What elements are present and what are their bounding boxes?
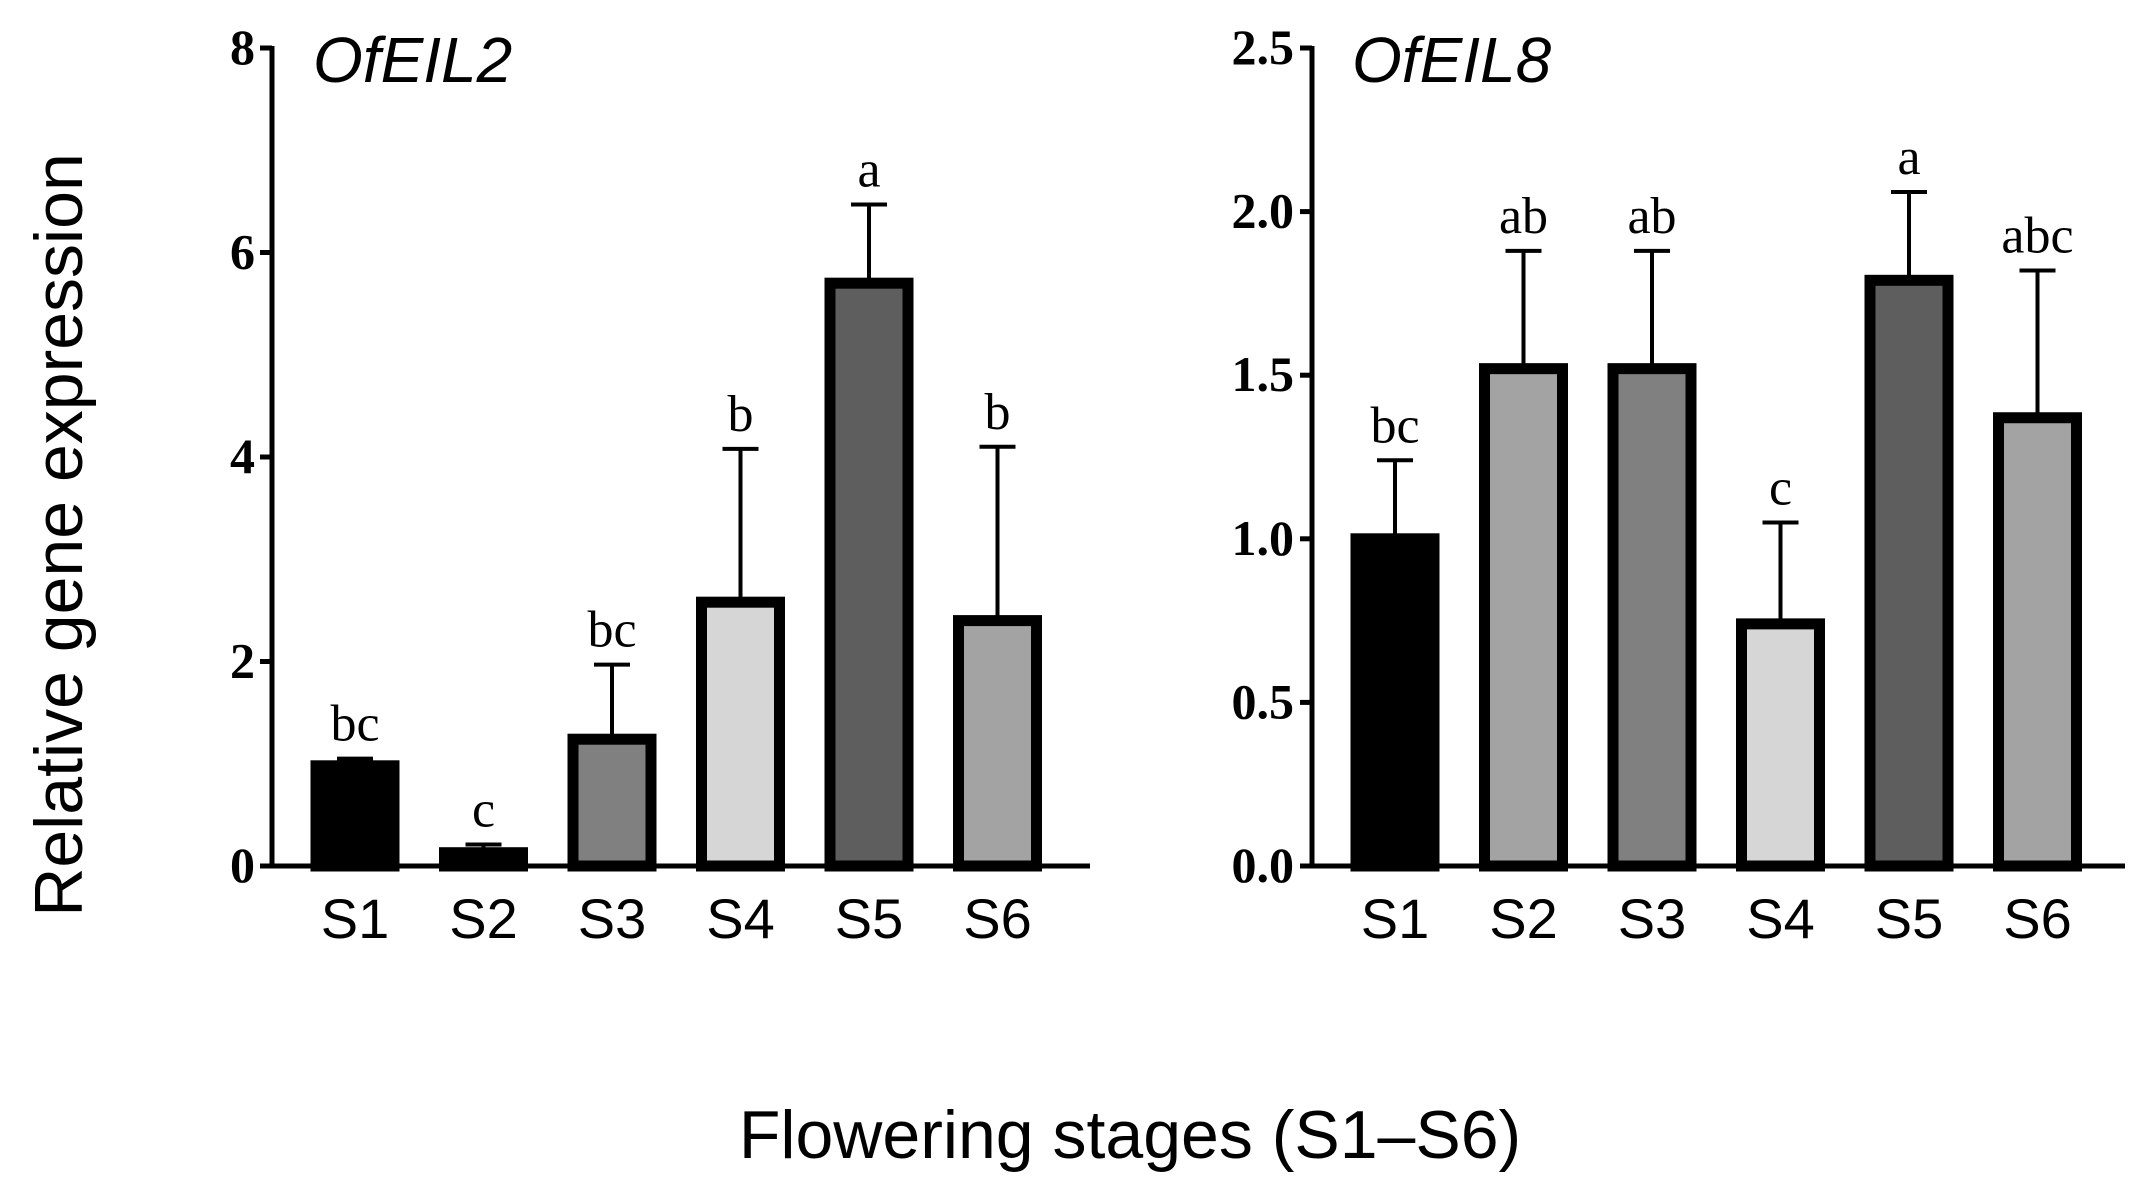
x-tick-label: S3 <box>1618 887 1687 950</box>
y-tick-label: 2.0 <box>1232 183 1295 239</box>
bar <box>310 760 400 872</box>
x-tick-label: S1 <box>321 887 390 950</box>
significance-label: abc <box>2001 207 2073 264</box>
y-tick-label: 4 <box>230 428 255 484</box>
bar <box>953 615 1042 872</box>
bar <box>1479 363 1568 872</box>
x-tick-label: S4 <box>1746 887 1815 950</box>
x-tick-label: S5 <box>1875 887 1944 950</box>
x-tick-label: S1 <box>1361 887 1430 950</box>
y-tick-label: 0.0 <box>1232 837 1295 893</box>
x-tick-label: S3 <box>578 887 647 950</box>
x-tick-label: S2 <box>449 887 518 950</box>
panel-title: OfEIL2 <box>313 24 512 96</box>
bar <box>1607 363 1697 872</box>
significance-label: ab <box>1627 188 1676 245</box>
significance-label: a <box>857 141 880 198</box>
x-tick-label: S2 <box>1489 887 1558 950</box>
significance-label: b <box>728 386 754 443</box>
significance-label: ab <box>1499 188 1548 245</box>
x-tick-label: S6 <box>963 887 1032 950</box>
significance-label: bc <box>330 696 379 753</box>
x-tick-label: S5 <box>835 887 904 950</box>
bar <box>696 596 785 872</box>
y-tick-label: 2.5 <box>1232 19 1295 75</box>
significance-label: c <box>1769 459 1792 516</box>
bar <box>1864 274 1954 872</box>
bar <box>567 733 657 872</box>
bar <box>439 847 528 872</box>
y-tick-label: 2 <box>230 633 255 689</box>
significance-label: bc <box>1370 397 1419 454</box>
bar <box>1993 412 2082 872</box>
bar <box>824 277 914 872</box>
panel-ofeil2: 0 2 4 6 8 OfEIL2 bc S1 c S2 bc S3 b S4 a S5 b S6 <box>230 19 1090 950</box>
panel-title: OfEIL8 <box>1352 24 1552 96</box>
significance-label: a <box>1897 129 1920 186</box>
significance-label: bc <box>587 602 636 659</box>
y-tick-label: 0.5 <box>1232 673 1295 729</box>
panel-ofeil8: 0.0 0.5 1.0 1.5 2.0 2.5 OfEIL8 bc S1 ab S2 ab S3 c S4 a… <box>1232 19 2125 950</box>
x-tick-label: S6 <box>2003 887 2072 950</box>
significance-label: c <box>472 782 495 839</box>
y-tick-label: 6 <box>230 224 255 280</box>
bar <box>1350 533 1440 872</box>
significance-label: b <box>985 384 1011 441</box>
y-axis-title: Relative gene expression <box>21 153 97 917</box>
y-tick-label: 1.5 <box>1232 346 1295 402</box>
y-tick-label: 8 <box>230 19 255 75</box>
x-axis-title: Flowering stages (S1–S6) <box>739 1097 1521 1173</box>
y-tick-label: 0 <box>230 837 255 893</box>
bar <box>1736 618 1825 872</box>
y-tick-label: 1.0 <box>1232 510 1295 566</box>
x-tick-label: S4 <box>706 887 775 950</box>
